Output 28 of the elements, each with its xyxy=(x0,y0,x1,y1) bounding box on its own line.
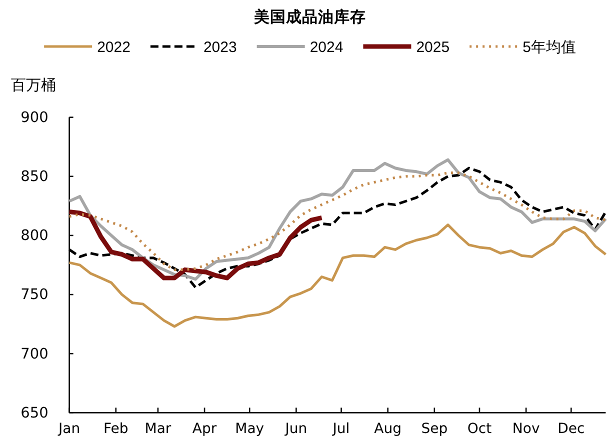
x-tick-label: Jul xyxy=(332,421,350,438)
y-tick-label: 650 xyxy=(20,405,48,422)
legend-label: 2025 xyxy=(416,39,450,56)
y-tick-label: 750 xyxy=(20,287,48,304)
legend-label: 2024 xyxy=(310,39,344,56)
x-tick-label: Dec xyxy=(558,421,585,438)
y-tick-label: 900 xyxy=(20,110,48,126)
legend-label: 5年均值 xyxy=(522,39,576,56)
line-series xyxy=(68,224,607,328)
x-tick-label: Mar xyxy=(144,421,172,438)
legend-label: 2023 xyxy=(203,39,237,56)
x-tick-label: Sep xyxy=(421,421,448,438)
x-tick-label: Jun xyxy=(284,421,308,438)
x-tick-label: Aug xyxy=(374,421,402,438)
x-tick-label: Apr xyxy=(192,421,217,438)
x-tick-label: Oct xyxy=(467,421,492,438)
legend-label: 2022 xyxy=(97,39,130,56)
line-series xyxy=(68,172,607,272)
y-tick-label: 800 xyxy=(20,228,48,244)
line-series xyxy=(67,210,324,280)
x-tick-label: Nov xyxy=(512,421,540,438)
x-tick-label: Jan xyxy=(58,421,80,438)
y-axis-title: 百万桶 xyxy=(11,76,56,94)
x-tick-label: Feb xyxy=(103,421,128,438)
y-tick-label: 850 xyxy=(20,169,48,186)
y-tick-label: 700 xyxy=(20,346,48,362)
chart-title: 美国成品油库存 xyxy=(253,7,366,26)
x-tick-label: May xyxy=(235,421,264,438)
